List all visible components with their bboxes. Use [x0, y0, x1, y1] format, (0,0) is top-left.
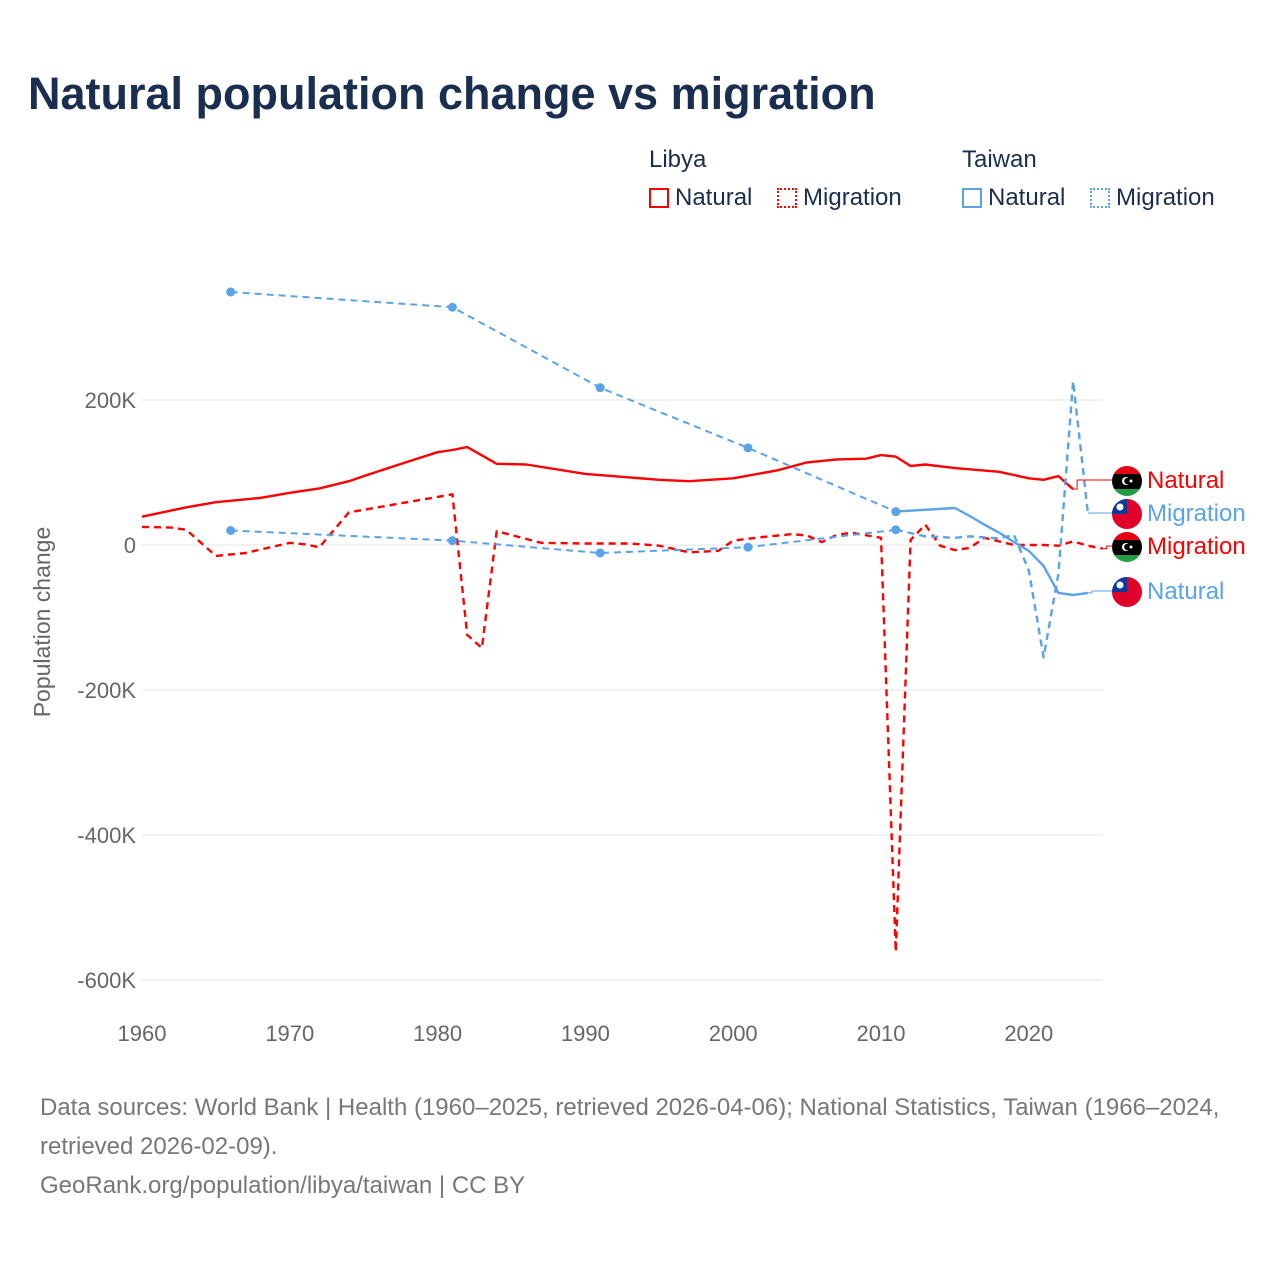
flag-stripe — [1112, 489, 1142, 496]
x-tick-label: 2020 — [1004, 1021, 1053, 1046]
series-libya-migration — [141, 493, 1103, 953]
credit-link[interactable]: GeoRank.org/population/libya/taiwan | CC… — [40, 1172, 526, 1199]
star — [1129, 479, 1133, 483]
x-tick-label: 2010 — [857, 1021, 906, 1046]
legend-label: Migration — [1116, 184, 1215, 211]
data-point — [595, 383, 605, 393]
legend-label: Natural — [988, 184, 1066, 211]
series-line — [141, 493, 1103, 953]
x-tick-label: 1980 — [413, 1021, 462, 1046]
series-taiwan-natural — [226, 287, 1089, 597]
libya-flag-icon — [1112, 466, 1142, 496]
label-connector — [1073, 479, 1112, 490]
star — [1129, 545, 1133, 549]
series-line-sparse — [230, 291, 897, 513]
legend-group-taiwan: Taiwan Natural Migration — [962, 146, 1215, 215]
dotted-swatch-icon — [777, 188, 798, 208]
libya-flag-icon — [1112, 532, 1142, 562]
legend-item-libya-natural[interactable]: Natural — [649, 184, 752, 212]
flag-fill — [1112, 532, 1142, 562]
legend-group-libya: Libya Natural Migration — [649, 146, 920, 215]
data-point — [226, 287, 236, 297]
x-tick-label: 1990 — [561, 1021, 610, 1046]
data-point — [743, 443, 753, 453]
source-note: Data sources: World Bank | Health (1960–… — [40, 1094, 1220, 1160]
sun — [1116, 581, 1124, 589]
taiwan-flag-icon — [1112, 577, 1142, 607]
series-libya-natural — [141, 445, 1074, 518]
y-tick-label: -400K — [77, 823, 136, 848]
series-line-sparse — [230, 528, 896, 555]
series-line — [141, 445, 1074, 518]
flag-fill — [1112, 577, 1142, 607]
chart-title: Natural population change vs migration — [28, 68, 876, 119]
label-connector — [1087, 590, 1112, 594]
legend-item-taiwan-natural[interactable]: Natural — [962, 184, 1065, 212]
solid-swatch-icon — [962, 188, 982, 208]
data-point — [226, 526, 236, 535]
legend-group-title: Libya — [649, 146, 707, 173]
y-tick-label: -600K — [77, 968, 136, 993]
series-line — [895, 506, 1089, 597]
data-point — [447, 302, 457, 312]
flag-stripe — [1112, 555, 1142, 562]
flag-stripe — [1112, 532, 1142, 540]
legend-item-libya-migration[interactable]: Migration — [777, 184, 902, 212]
x-tick-label: 1960 — [118, 1021, 167, 1046]
series-end-label: Migration — [1147, 533, 1246, 560]
flag-fill — [1112, 499, 1142, 529]
y-tick-label: 200K — [85, 388, 137, 413]
series-line — [895, 379, 1090, 659]
data-point — [595, 548, 605, 558]
series-end-label: Natural — [1147, 467, 1224, 494]
flag-stripe — [1112, 466, 1142, 474]
y-tick-label: 0 — [124, 533, 136, 558]
label-connector — [1102, 545, 1112, 550]
data-point — [891, 525, 901, 535]
sun — [1116, 503, 1124, 511]
data-point — [891, 507, 901, 517]
taiwan-flag-icon — [1112, 499, 1142, 529]
y-axis-label: Population change — [29, 527, 55, 718]
legend-label: Natural — [675, 184, 753, 211]
x-tick-label: 2000 — [709, 1021, 758, 1046]
solid-swatch-icon — [649, 188, 669, 208]
crescent-cut — [1124, 477, 1131, 485]
flag-fill — [1112, 466, 1142, 496]
series-end-label: Migration — [1147, 500, 1246, 527]
footer: Data sources: World Bank | Health (1960–… — [40, 1088, 1250, 1205]
data-point — [743, 542, 753, 552]
crescent-cut — [1124, 543, 1131, 551]
y-tick-label: -200K — [77, 678, 136, 703]
legend-label: Migration — [803, 184, 902, 211]
legend-group-title: Taiwan — [962, 146, 1037, 173]
data-point — [447, 536, 457, 546]
dotted-swatch-icon — [1090, 188, 1111, 208]
series-end-label: Natural — [1147, 578, 1224, 605]
x-tick-label: 1970 — [265, 1021, 314, 1046]
legend-item-taiwan-migration[interactable]: Migration — [1090, 184, 1215, 212]
series-taiwan-migration — [226, 379, 1090, 659]
